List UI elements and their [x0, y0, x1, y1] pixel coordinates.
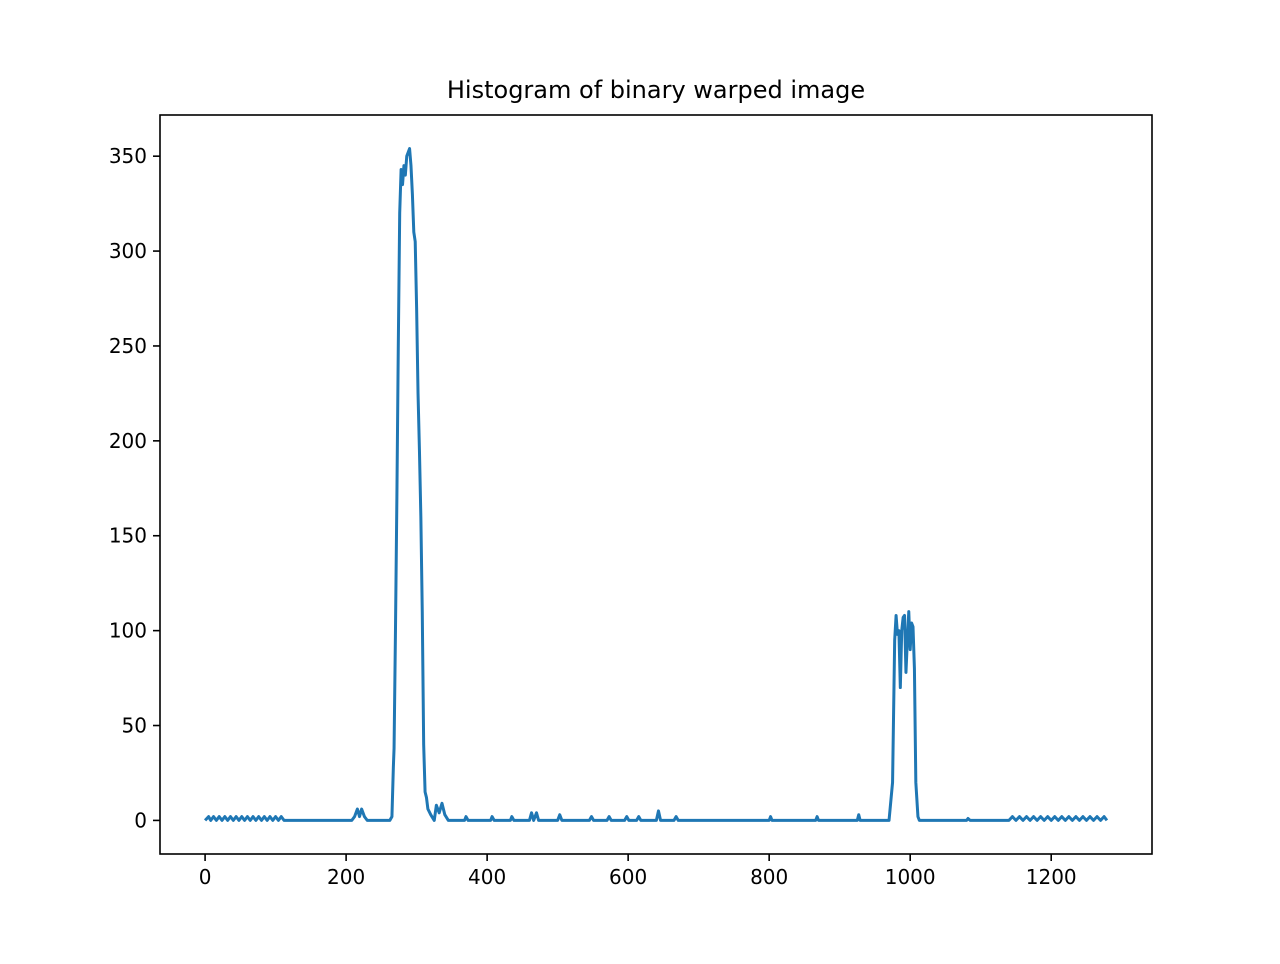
y-tick-label: 300 — [109, 239, 147, 263]
x-tick-label: 800 — [750, 865, 788, 889]
plot-frame — [159, 114, 1153, 855]
y-tick-label: 250 — [109, 334, 147, 358]
x-tick-label: 1000 — [885, 865, 936, 889]
x-tick-label: 400 — [468, 865, 506, 889]
y-tick-label: 50 — [122, 714, 147, 738]
y-tick-label: 350 — [109, 144, 147, 168]
chart-title: Histogram of binary warped image — [447, 76, 865, 104]
y-tick-label: 150 — [109, 524, 147, 548]
x-tick-label: 0 — [199, 865, 212, 889]
y-tick-label: 0 — [134, 808, 147, 832]
y-tick-label: 100 — [109, 619, 147, 643]
y-tick-label: 200 — [109, 429, 147, 453]
line — [203, 147, 1109, 822]
x-tick-label: 600 — [609, 865, 647, 889]
x-tick-label: 1200 — [1026, 865, 1077, 889]
x-tick-label: 200 — [327, 865, 365, 889]
